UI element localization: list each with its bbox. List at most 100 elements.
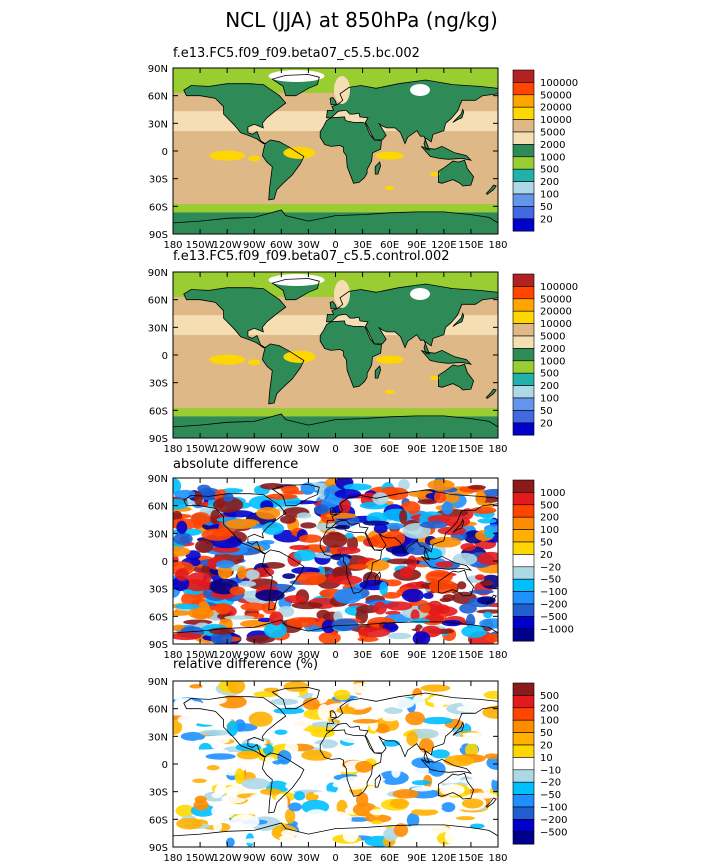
colorbar-box — [512, 707, 535, 721]
contour-patch — [405, 541, 431, 556]
contour-patch — [215, 603, 231, 615]
lon-tick-label: 120W — [213, 240, 242, 251]
contour-patch — [399, 509, 408, 525]
colorbar-label: −500 — [540, 612, 567, 623]
contour-patch — [277, 798, 288, 813]
contour-patch — [427, 479, 455, 491]
southern-band — [173, 204, 498, 213]
coastline-new-zealand — [485, 594, 497, 605]
contour-patch — [240, 602, 267, 612]
lon-tick-label: 60W — [270, 240, 293, 251]
contour-patch — [226, 720, 239, 737]
contour-patch — [475, 490, 486, 506]
lon-tick-label: 180 — [488, 240, 507, 251]
contour-patch — [221, 488, 244, 494]
contour-patch — [278, 605, 295, 618]
colorbar-label: 50 — [540, 538, 553, 549]
land-north-america — [183, 287, 286, 348]
coastline-eurasia — [326, 692, 499, 764]
coastline-south-america — [261, 139, 305, 201]
lat-tick-label: 30S — [149, 788, 168, 799]
lon-tick-label: 180 — [163, 444, 182, 455]
lon-tick-label: 60W — [270, 650, 293, 661]
contour-patch — [342, 830, 359, 843]
lon-tick-label: 30W — [297, 240, 320, 251]
contour-patch — [382, 716, 398, 722]
lon-tick-label: 180 — [163, 240, 182, 251]
lon-tick-label: 30E — [353, 444, 372, 455]
contour-patch — [300, 522, 317, 529]
colorbar-box — [512, 819, 535, 833]
contour-patch — [313, 504, 329, 515]
coastline-madagascar — [374, 571, 382, 585]
lon-tick-label: 60E — [380, 853, 399, 864]
contour-patch — [286, 617, 317, 628]
coastline-madagascar — [374, 365, 382, 379]
contour-patch — [429, 579, 458, 594]
coastline-africa — [319, 116, 382, 184]
contour-patch — [336, 546, 361, 554]
panel-title-control: f.e13.FC5.f09_f09.beta07_c5.5.control.00… — [173, 249, 450, 264]
contour-patch — [173, 546, 191, 557]
colorbar-box — [512, 695, 535, 709]
contour-patch — [176, 817, 203, 830]
contour-patch — [173, 632, 202, 641]
coastline-madagascar — [374, 161, 382, 175]
max-region — [384, 185, 395, 190]
contour-patch — [175, 804, 195, 817]
colorbar-box — [512, 168, 535, 182]
lat-tick-label: 60N — [148, 92, 168, 103]
contour-patch — [336, 706, 356, 714]
colorbar-label: 10000 — [540, 319, 572, 330]
lon-tick-label: 90W — [243, 853, 266, 864]
contour-patch — [196, 771, 227, 778]
contour-patch — [435, 561, 454, 568]
contour-patch — [462, 733, 480, 744]
contour-patch — [248, 711, 273, 727]
lon-tick-label: 30E — [353, 240, 372, 251]
lat-tick-label: 0 — [162, 351, 168, 362]
colorbar-label: 5000 — [540, 332, 565, 343]
coastline-new-zealand — [485, 388, 497, 399]
max-region — [248, 359, 261, 366]
contour-patch — [401, 588, 424, 603]
colorbar-box — [512, 286, 535, 300]
contour-patch — [259, 482, 284, 490]
contour-patch — [243, 838, 266, 844]
contour-patch — [428, 761, 446, 777]
contour-patch — [270, 738, 282, 744]
contour-patch — [365, 559, 390, 572]
lat-tick-label: 60S — [149, 406, 168, 417]
colorbar-label: 20000 — [540, 103, 572, 114]
panel-title-relative-difference: relative difference (%) — [173, 657, 319, 672]
contour-patch — [173, 709, 198, 716]
contour-patch — [256, 507, 281, 520]
contour-patch — [346, 817, 371, 822]
desert-region — [334, 280, 350, 308]
lon-tick-label: 30W — [297, 444, 320, 455]
colorbar-label: 200 — [540, 177, 559, 188]
contour-patch — [177, 714, 200, 725]
land-africa — [320, 116, 382, 184]
land-uk — [330, 301, 337, 309]
lat-tick-label: 90N — [148, 677, 168, 688]
contour-patch — [269, 611, 284, 626]
contour-patch — [477, 551, 498, 566]
contour-patch — [461, 779, 477, 784]
contour-patch — [364, 785, 397, 794]
contour-patch — [441, 501, 454, 515]
contour-patch — [461, 625, 488, 638]
contour-patch — [315, 522, 343, 532]
contour-patch — [373, 523, 388, 534]
contour-patch — [321, 619, 336, 634]
contour-patch — [439, 783, 465, 796]
colorbar-box — [512, 831, 535, 845]
contour-patch — [486, 755, 498, 770]
coastline-indonesia — [421, 349, 473, 365]
contour-patch — [308, 815, 340, 827]
colorbar-label: −500 — [540, 827, 567, 838]
colorbar-box — [512, 144, 535, 158]
colorbar-label: 2000 — [540, 140, 565, 151]
